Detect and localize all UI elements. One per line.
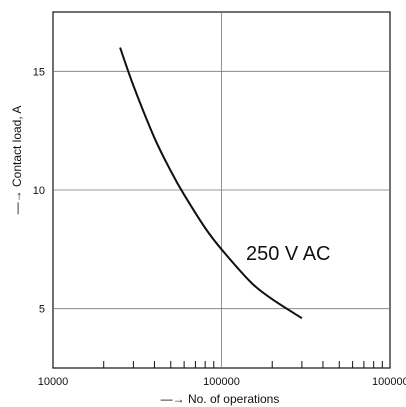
x-tick-label: 10000: [38, 376, 69, 388]
grid: [53, 12, 390, 368]
ticks: [103, 361, 383, 368]
y-tick-label: 5: [39, 304, 45, 316]
x-axis-label: —→ No. of operations: [161, 392, 280, 406]
series-annotation: 250 V AC: [246, 243, 331, 265]
tick-labels: 5 10 15 10000 100000 1000000: [33, 66, 406, 388]
y-axis-label: —→ Contact load, A: [10, 106, 24, 215]
series-layer: [119, 47, 303, 320]
x-tick-label: 100000: [203, 376, 240, 388]
x-tick-label: 1000000: [372, 376, 406, 388]
y-tick-label: 15: [33, 66, 45, 78]
series-line: [119, 47, 303, 320]
y-tick-label: 10: [33, 185, 45, 197]
